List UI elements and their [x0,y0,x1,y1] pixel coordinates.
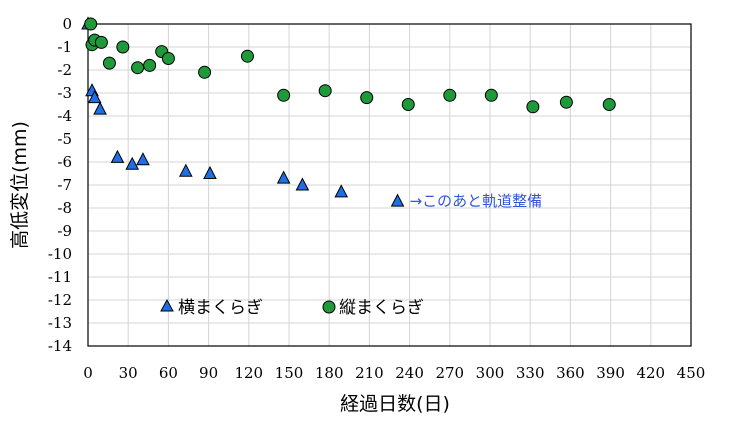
data-point-tate [84,17,98,31]
x-tick-label: 210 [355,364,384,382]
data-point-tate [131,61,145,75]
legend: 横まくらぎ 縦まくらぎ [160,298,424,318]
y-tick-label: -10 [48,245,72,263]
x-tick-label: 30 [119,364,138,382]
y-tick-label: -6 [57,153,72,171]
y-tick-label: -12 [48,291,72,309]
data-point-yoko [178,163,193,177]
x-tick-label: 90 [199,364,218,382]
legend-label-yoko: 横まくらぎ [178,298,263,318]
data-point-tate [143,58,157,72]
data-point-yoko [390,193,405,207]
data-point-tate [484,88,498,102]
data-point-yoko [93,101,107,115]
legend-marker-tate [322,300,336,314]
data-point-tate [161,52,175,65]
y-tick-label: -8 [57,199,72,217]
y-tick-label: -13 [48,314,72,332]
y-tick-label: -1 [57,38,72,56]
data-point-tate [277,88,291,102]
data-point-tate [240,49,254,63]
x-tick-label: 120 [234,364,263,382]
data-point-tate [526,100,540,114]
x-tick-label: 0 [83,364,93,382]
legend-marker-yoko [160,298,174,312]
data-point-tate [116,40,130,54]
y-tick-labels: 0 -1 -2 -3 -4 -5 -6 -7 -8 -9 -10 -11 -12 -13 -14 [48,15,72,355]
x-tick-label: 450 [677,364,706,382]
y-axis-label: 高低変位(mm) [9,121,31,249]
data-point-yoko [125,156,140,170]
data-point-yoko [334,184,349,198]
x-tick-label: 420 [636,364,665,382]
x-tick-label: 180 [315,364,344,382]
x-tick-label: 330 [516,364,545,382]
data-point-yoko [87,90,102,104]
data-point-tate [559,95,573,109]
x-tick-label: 270 [435,364,464,382]
annotation-text: →このあと軌道整備 [410,192,543,210]
legend-label-tate: 縦まくらぎ [339,298,424,318]
data-point-tate [602,98,616,111]
x-tick-label: 60 [159,364,178,382]
data-point-yoko [295,177,310,191]
data-point-tate [318,84,332,98]
grid [87,23,692,347]
x-tick-label: 240 [395,364,424,382]
y-tick-label: -3 [57,84,72,102]
data-point-yoko [276,170,291,184]
data-point-yoko [136,152,150,166]
y-tick-label: -2 [57,61,72,79]
data-point-tate [360,91,374,105]
data-point-tate [443,88,457,102]
data-point-tate [198,65,212,79]
y-tick-label: -5 [57,130,72,148]
data-point-tate [401,98,415,111]
data-points [81,16,616,207]
y-tick-label: -7 [57,176,72,194]
y-tick-label: -11 [48,268,72,286]
plot-area [87,23,692,347]
data-point-tate [94,35,108,49]
x-tick-labels: 0 30 60 90 120 150 180 210 240 270 300 330 360 390 420… [83,364,705,382]
x-tick-label: 300 [476,364,505,382]
data-point-yoko [203,165,217,179]
x-tick-label: 150 [275,364,304,382]
y-tick-label: -9 [57,222,72,240]
data-point-tate [102,56,116,70]
x-tick-label: 390 [596,364,625,382]
y-tick-label: -4 [57,107,72,125]
x-axis-label: 経過日数(日) [340,393,450,415]
y-tick-label: 0 [62,15,72,33]
data-point-yoko [110,149,125,163]
x-tick-label: 360 [556,364,585,382]
y-tick-label: -14 [48,337,72,355]
